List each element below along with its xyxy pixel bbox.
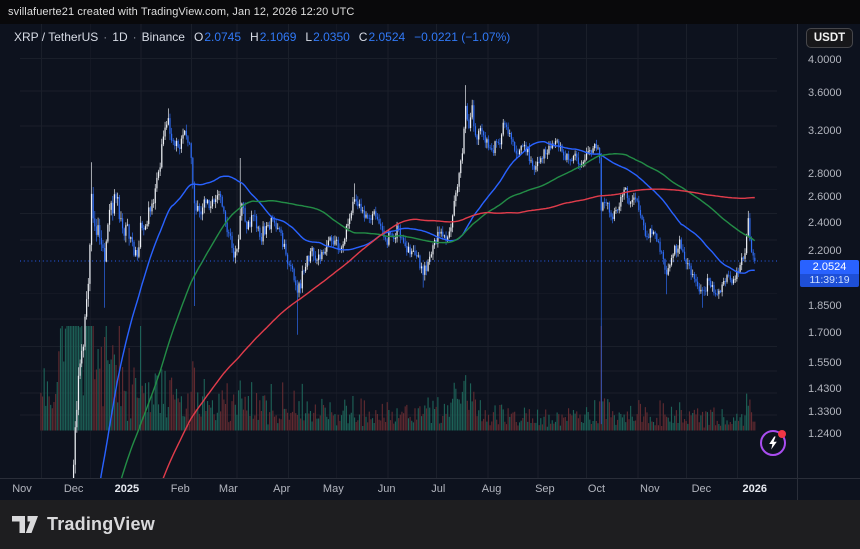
ma-fast-line: [100, 140, 755, 478]
price-axis-label: 1.4300: [808, 382, 842, 395]
attribution-bar: svillafuerte21 created with TradingView.…: [0, 0, 860, 24]
candle-wicks-down: [92, 100, 756, 425]
time-axis-label: Mar: [218, 483, 238, 495]
lightning-icon: [769, 436, 777, 450]
time-axis-label: Oct: [587, 483, 606, 495]
candle-bodies-down: [92, 105, 756, 295]
volume-bars-up: [43, 326, 749, 431]
price-axis-label: 1.8500: [808, 300, 842, 313]
time-axis-label: Apr: [273, 483, 291, 495]
price-axis-label: 3.2000: [808, 124, 842, 137]
grid-lines: [20, 24, 777, 478]
time-axis-label: Jun: [377, 483, 396, 495]
bar-countdown: 11:39:19: [800, 273, 859, 287]
time-axis-label: Sep: [535, 483, 555, 495]
last-price-badge[interactable]: 2.0524 11:39:19: [800, 259, 859, 287]
time-axis-label: Dec: [63, 483, 84, 495]
notification-dot: [778, 430, 786, 438]
brand-bar: TradingView: [0, 500, 860, 549]
time-axis[interactable]: Nov Dec 2025 Feb Mar Apr May Jun Jul Aug Sep Oct Nov…: [0, 478, 860, 500]
interval-label[interactable]: 1D: [112, 30, 128, 44]
price-axis-label: 1.5500: [808, 356, 842, 369]
last-price-value: 2.0524: [800, 259, 859, 274]
high-label: H: [250, 30, 259, 44]
flash-actions-button[interactable]: [760, 430, 786, 456]
change-value: −0.0221 (−1.07%): [414, 30, 511, 44]
open-value: 2.0745: [204, 30, 242, 44]
price-axis-label: 2.6000: [808, 191, 842, 204]
high-value: 2.1069: [259, 30, 297, 44]
symbol-legend[interactable]: XRP / TetherUS · 1D · Binance O 2.0745 H…: [14, 30, 510, 44]
price-axis-label: 1.7000: [808, 327, 842, 340]
price-axis-label: 2.2000: [808, 244, 842, 257]
time-axis-label: Feb: [170, 483, 190, 495]
low-value: 2.0350: [313, 30, 350, 44]
price-axis-label: 4.0000: [808, 53, 842, 66]
price-axis-label: 3.6000: [808, 87, 842, 100]
symbol-name[interactable]: XRP / TetherUS: [14, 30, 99, 44]
legend-separator: ·: [103, 30, 108, 44]
chart-region: XRP / TetherUS · 1D · Binance O 2.0745 H…: [0, 24, 860, 500]
time-axis-label: Aug: [481, 483, 502, 495]
close-label: C: [358, 30, 368, 44]
close-value: 2.0524: [368, 30, 406, 44]
time-axis-label: May: [322, 483, 344, 495]
tradingview-logo-icon[interactable]: [12, 515, 38, 534]
exchange-label[interactable]: Binance: [141, 30, 185, 44]
price-chart-canvas[interactable]: [0, 24, 797, 478]
time-axis-label: 2026: [742, 483, 767, 495]
legend-separator: ·: [132, 30, 137, 44]
candle-bodies-up: [72, 105, 749, 478]
time-axis-label: Nov: [640, 483, 660, 495]
price-axis-label: 2.4000: [808, 216, 842, 229]
price-axis-label: 1.3300: [808, 405, 842, 418]
currency-toggle-button[interactable]: USDT: [806, 28, 853, 48]
tradingview-brand-text[interactable]: TradingView: [47, 514, 155, 534]
price-axis[interactable]: 2.0524 11:39:19 4.0000 3.6000 3.2000 2.8000…: [797, 24, 860, 500]
attribution-text: svillafuerte21 created with TradingView.…: [8, 6, 355, 18]
candle-wicks-up: [73, 85, 749, 478]
ma-mid-line: [120, 153, 756, 478]
time-axis-label: Nov: [12, 483, 32, 495]
time-axis-label: Jul: [431, 483, 446, 495]
time-axis-label: Dec: [691, 483, 712, 495]
low-label: L: [305, 30, 313, 44]
time-axis-label: 2025: [114, 483, 140, 495]
ma-slow-line: [162, 188, 755, 478]
price-axis-label: 1.2400: [808, 428, 842, 441]
open-label: O: [193, 30, 204, 44]
price-axis-label: 2.8000: [808, 167, 842, 180]
